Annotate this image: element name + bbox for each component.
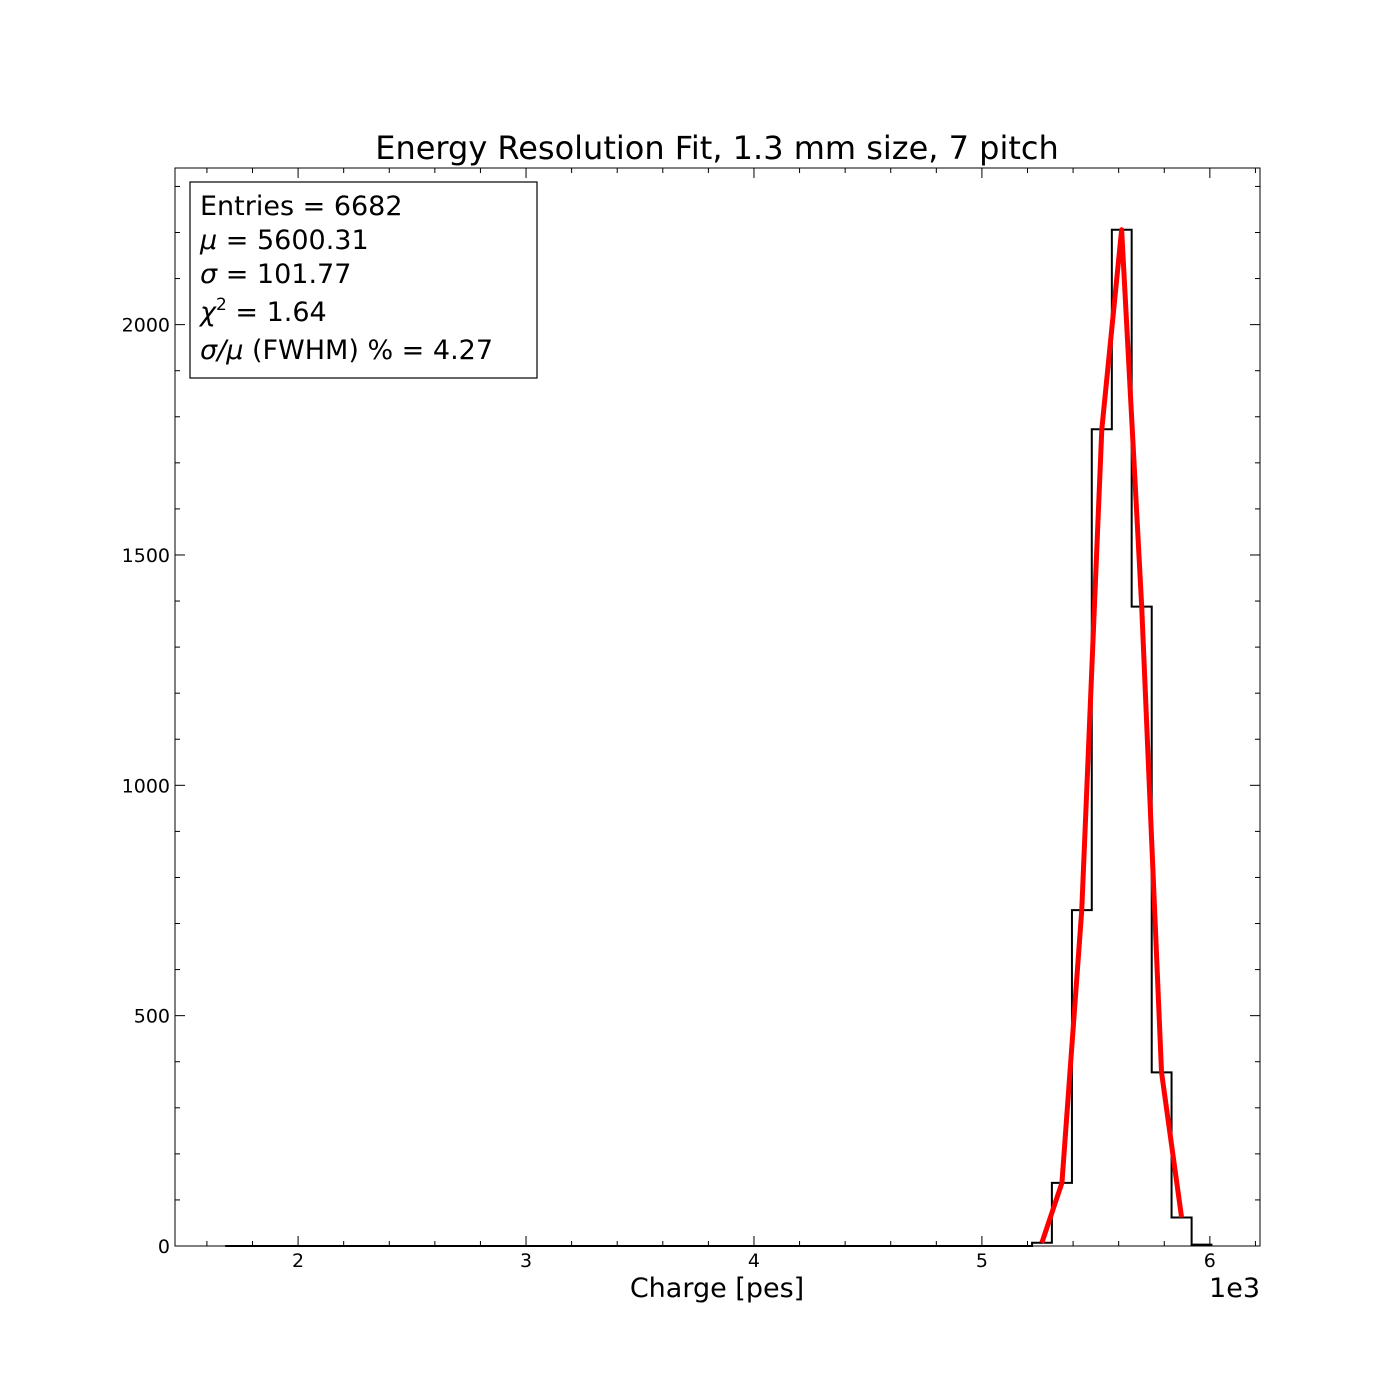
x-tick-label: 5 [976, 1250, 988, 1272]
stats-box-frame [189, 181, 538, 379]
histogram-bar [1132, 607, 1152, 1246]
fit-curve [1039, 227, 1185, 1244]
chart-title: Energy Resolution Fit, 1.3 mm size, 7 pi… [375, 129, 1059, 167]
y-tick-label: 1500 [122, 545, 170, 567]
axis-ticks: 2 3 4 5 6 0 500 1000 1500 2000 [122, 168, 1260, 1272]
stats-box: Entries = 6682 μ = 5600.31 σ = 101.77 χ2… [189, 181, 538, 379]
x-tick-label: 6 [1204, 1250, 1216, 1272]
histogram-bar [1072, 910, 1092, 1246]
x-tick-label: 4 [748, 1250, 760, 1272]
plot-area [225, 227, 1213, 1247]
stats-sigma: σ = 101.77 [200, 259, 351, 290]
histogram-outline [225, 228, 1213, 1247]
x-tick-label: 2 [292, 1250, 304, 1272]
y-tick-label: 0 [158, 1236, 170, 1258]
stats-entries: Entries = 6682 [200, 191, 403, 222]
y-tick-label: 500 [134, 1006, 170, 1028]
y-tick-label: 1000 [122, 775, 170, 797]
x-axis-offset-label: 1e3 [1209, 1273, 1260, 1304]
x-tick-label: 3 [520, 1250, 532, 1272]
histogram-bar [1172, 1217, 1192, 1246]
y-tick-label: 2000 [122, 315, 170, 337]
histogram-bar [1052, 1183, 1072, 1246]
stats-resolution: σ/μ (FWHM) % = 4.27 [200, 335, 493, 366]
axes-frame [174, 167, 1261, 1247]
histogram-bar [1152, 1072, 1172, 1246]
stats-chi2: χ2 = 1.64 [198, 295, 327, 328]
x-axis-label: Charge [pes] [630, 1273, 804, 1304]
stats-mean: μ = 5600.31 [199, 225, 369, 256]
